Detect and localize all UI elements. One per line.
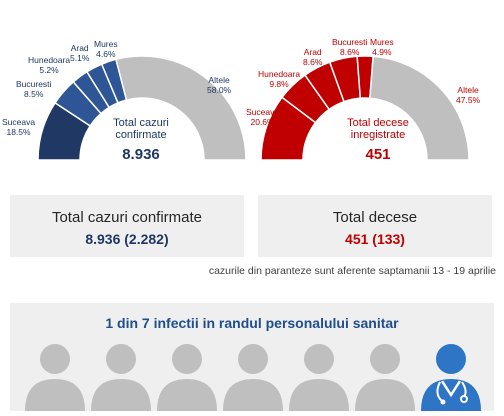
slice-altele	[369, 55, 470, 161]
person-icon	[88, 339, 154, 416]
center-title-cases: Total cazuri confirmate	[113, 117, 169, 141]
label-bucuresti-deaths: Bucuresti 8.6%	[332, 37, 368, 57]
card-cases-title: Total cazuri confirmate	[51, 209, 203, 226]
person-icon	[286, 339, 352, 416]
label-mures-deaths: Mures 4.9%	[370, 37, 394, 57]
card-total-deaths: Total decese 451 (133)	[258, 195, 492, 257]
label-suceava-deaths: Suceava 20.6%	[246, 107, 280, 127]
person-icon	[154, 339, 220, 416]
label-hunedoara-cases: Hunedoara 5.2%	[28, 55, 71, 75]
label-arad-cases: Arad 5.1%	[70, 43, 90, 63]
healthcare-banner: 1 din 7 infectii in randul personalului …	[10, 303, 494, 411]
label-altele-cases: Altele 58.0%	[207, 75, 232, 95]
doctor-icon	[418, 339, 484, 416]
donut-cases-svg	[37, 55, 247, 161]
label-altele-deaths: Altele 47.5%	[456, 85, 481, 105]
label-arad-deaths: Arad 8.6%	[303, 47, 323, 67]
card-deaths-title: Total decese	[332, 209, 418, 226]
card-deaths-value: 451 (133)	[345, 231, 405, 247]
label-hunedoara-deaths: Hunedoara 9.8%	[258, 69, 301, 89]
center-title-deaths: Total decese inregistrate	[347, 117, 409, 141]
donut-chart-cases: Suceava 18.5% Bucuresti 8.5% Hunedoara 5.2%…	[0, 0, 252, 180]
donut-deaths-svg	[260, 55, 470, 161]
card-cases-value: 8.936 (2.282)	[85, 231, 169, 247]
label-suceava-cases: Suceava 18.5%	[2, 117, 36, 137]
label-mures-cases: Mures 4.6%	[94, 39, 118, 59]
person-icon	[220, 339, 286, 416]
center-value-deaths: 451	[365, 146, 391, 163]
label-bucuresti-cases: Bucuresti 8.5%	[16, 79, 52, 99]
person-icon	[352, 339, 418, 416]
card-total-cases: Total cazuri confirmate 8.936 (2.282)	[10, 195, 244, 257]
donut-chart-deaths: Suceava 20.6% Hunedoara 9.8% Arad 8.6% Bucu…	[246, 0, 504, 180]
footnote: cazurile din paranteze sunt aferente sap…	[208, 265, 496, 277]
person-icon	[22, 339, 88, 416]
banner-title: 1 din 7 infectii in randul personalului …	[105, 315, 399, 331]
center-value-cases: 8.936	[122, 146, 160, 163]
slice-altele	[115, 55, 247, 161]
